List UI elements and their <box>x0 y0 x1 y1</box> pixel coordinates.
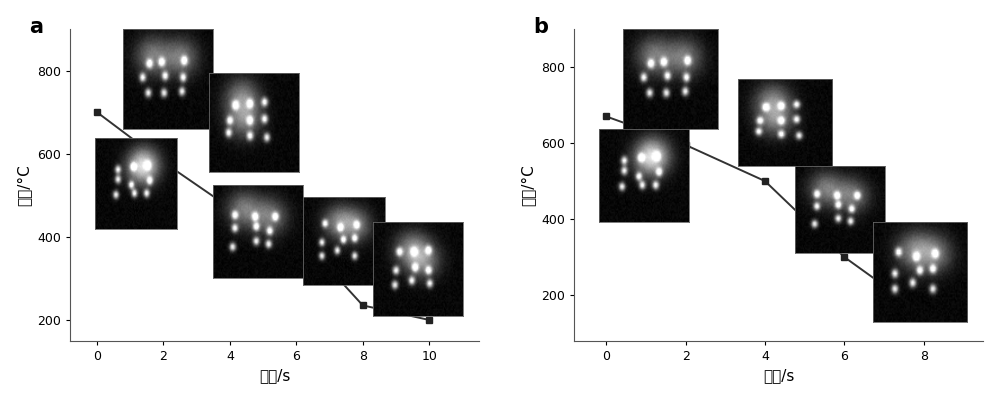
X-axis label: 时间/s: 时间/s <box>259 368 290 383</box>
Text: a: a <box>29 16 43 36</box>
Y-axis label: 温度/°C: 温度/°C <box>521 164 536 206</box>
Y-axis label: 温度/°C: 温度/°C <box>17 164 32 206</box>
X-axis label: 时间/s: 时间/s <box>763 368 795 383</box>
Text: b: b <box>534 16 549 36</box>
